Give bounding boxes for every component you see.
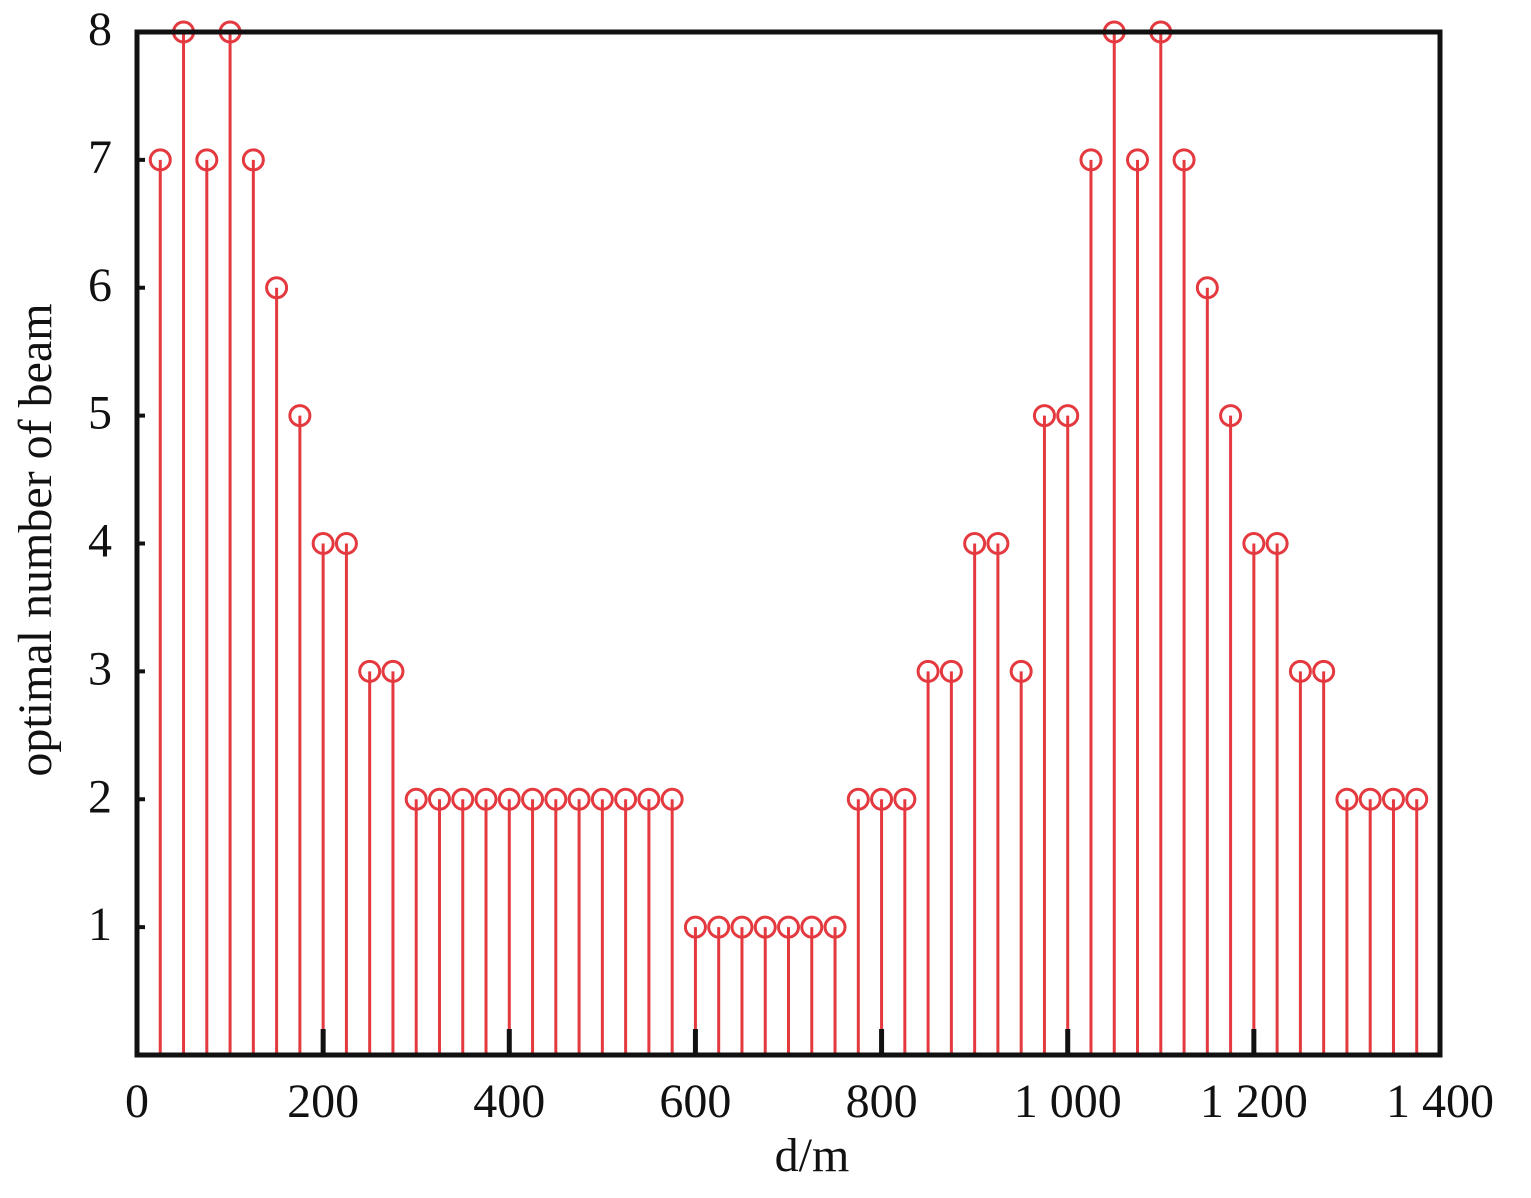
y-tick-label: 5: [88, 387, 112, 440]
stem-marker: [567, 787, 591, 811]
x-axis-label: d/m: [775, 1129, 850, 1182]
y-tick-label: 8: [88, 3, 112, 56]
y-tick-label: 6: [88, 259, 112, 312]
stem-marker: [846, 787, 870, 811]
stem-marker: [1032, 404, 1056, 428]
stem-marker: [870, 787, 894, 811]
stem-marker: [916, 659, 940, 683]
stem-marker: [963, 532, 987, 555]
stem-marker: [730, 915, 754, 939]
stem-marker: [660, 787, 684, 811]
stem-marker: [544, 787, 568, 811]
stem-marker: [521, 787, 545, 811]
stem-marker: [1405, 787, 1429, 811]
stem-marker: [381, 659, 405, 683]
stem-marker: [777, 915, 800, 939]
stem-marker: [1009, 659, 1033, 683]
stem-marker: [288, 404, 312, 428]
stem-marker: [1288, 659, 1312, 683]
stem-marker: [148, 148, 172, 172]
stem-marker: [1358, 787, 1382, 811]
stem-marker: [1172, 148, 1196, 172]
stem-marker: [1079, 148, 1103, 172]
stem-marker: [241, 148, 265, 172]
stem-marker: [311, 532, 335, 555]
stem-marker: [1242, 532, 1266, 555]
x-tick-label: 1 200: [1200, 1075, 1308, 1128]
stem-marker: [497, 787, 521, 811]
stem-marker: [358, 659, 382, 683]
y-tick-label: 7: [88, 131, 112, 184]
stem-marker: [451, 787, 475, 811]
x-tick-label: 800: [846, 1075, 918, 1128]
stem-marker: [800, 915, 824, 939]
y-tick-label: 3: [88, 642, 112, 695]
y-axis-label: optimal number of beam: [9, 303, 62, 776]
stem-marker: [614, 787, 638, 811]
stem-marker: [1126, 148, 1150, 172]
stem-marker: [1312, 659, 1336, 683]
y-tick-label: 2: [88, 770, 112, 823]
x-tick-label: 1 400: [1386, 1075, 1494, 1128]
stem-marker: [1219, 404, 1243, 428]
y-tick-label: 1: [88, 898, 112, 951]
stem-marker: [1335, 787, 1359, 811]
stem-marker: [637, 787, 661, 811]
y-tick-label: 4: [88, 515, 112, 568]
x-tick-label: 1 000: [1014, 1075, 1122, 1128]
stem-marker: [474, 787, 498, 811]
stem-marker: [404, 787, 428, 811]
stem-marker: [1195, 276, 1219, 300]
stem-marker: [1381, 787, 1405, 811]
plot-frame: [134, 29, 1443, 1058]
stem-marker: [1056, 404, 1080, 428]
x-tick-label: 200: [287, 1075, 359, 1128]
stem-marker: [939, 659, 963, 683]
stem-marker: [986, 532, 1010, 555]
stem-marker: [334, 532, 358, 555]
stem-marker: [195, 148, 219, 172]
stem-marker: [427, 787, 451, 811]
stem-marker: [590, 787, 614, 811]
x-tick-label: 600: [659, 1075, 731, 1128]
stem-marker: [265, 276, 289, 300]
stem-marker: [1265, 532, 1289, 555]
x-tick-label: 400: [473, 1075, 545, 1128]
stem-marker: [823, 915, 847, 939]
stem-marker: [893, 787, 917, 811]
stem-marker: [683, 915, 707, 939]
x-tick-label: 0: [125, 1075, 149, 1128]
stem-marker: [707, 915, 731, 939]
stem-marker: [753, 915, 777, 939]
